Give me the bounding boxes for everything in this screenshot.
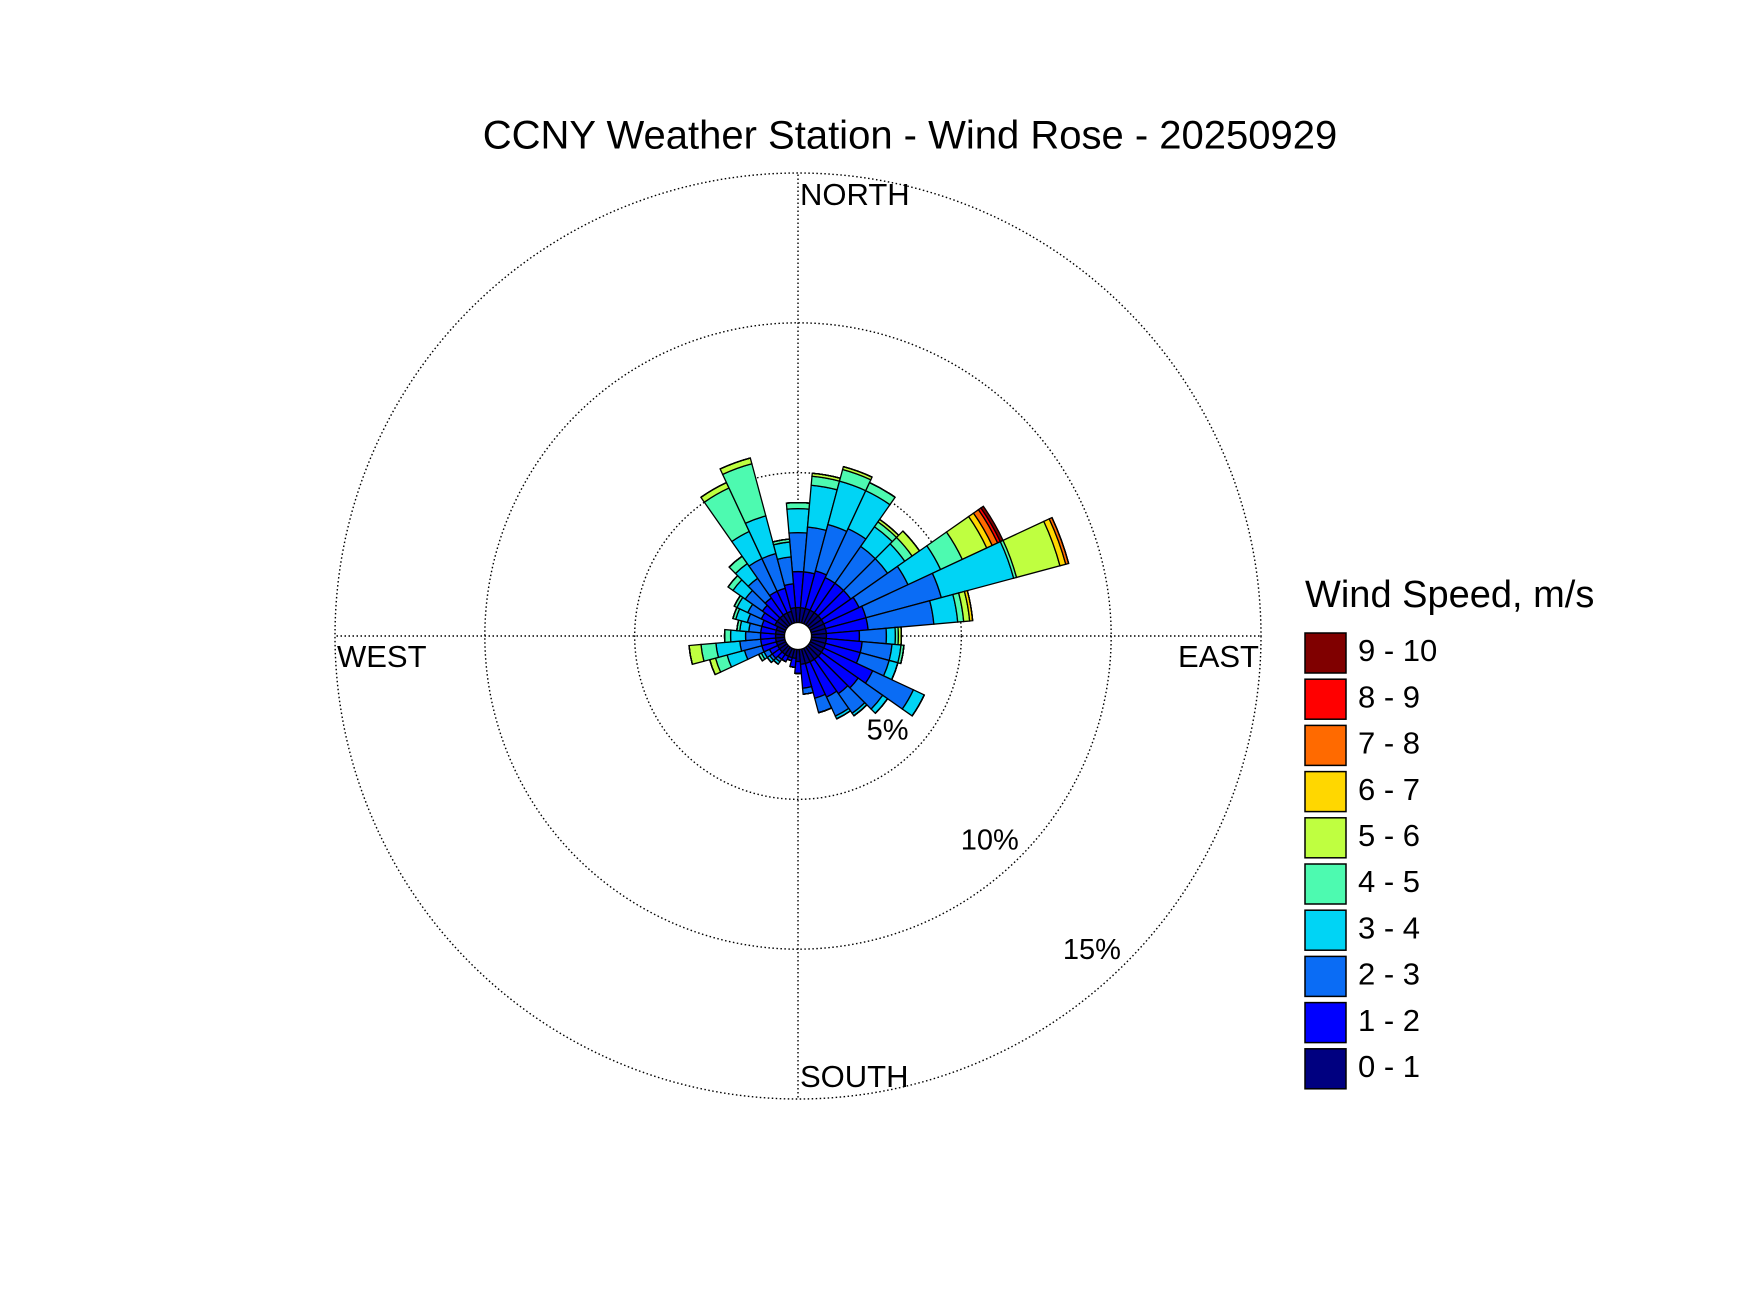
legend-swatch	[1304, 909, 1347, 951]
wedge	[843, 466, 873, 478]
chart-title: CCNY Weather Station - Wind Rose - 20250…	[483, 114, 1338, 158]
wedge	[900, 645, 905, 664]
wedges	[688, 457, 1070, 720]
legend-label: 6 - 7	[1358, 772, 1420, 807]
legend-label: 1 - 2	[1358, 1003, 1420, 1038]
legend-label: 0 - 1	[1358, 1049, 1420, 1084]
grid-ring	[633, 471, 963, 801]
legend-label: 7 - 8	[1358, 726, 1420, 761]
legend-swatch	[1304, 817, 1347, 859]
legend-label: 4 - 5	[1358, 864, 1420, 899]
legend-swatch	[1304, 770, 1347, 813]
legend-swatch	[1304, 863, 1347, 905]
wedge	[723, 628, 732, 644]
center-hole	[783, 621, 813, 651]
wedge	[885, 626, 897, 646]
r-tick-label: 15%	[1063, 934, 1121, 966]
direction-label: WEST	[337, 639, 427, 674]
direction-label: SOUTH	[800, 1059, 909, 1094]
wedge	[719, 457, 751, 470]
wedge	[786, 507, 810, 534]
direction-label: EAST	[1178, 639, 1259, 674]
wedge	[729, 629, 747, 643]
legend-swatch	[1304, 632, 1347, 674]
wedge	[785, 501, 811, 510]
legend-swatch	[1304, 955, 1347, 998]
legend-label: 2 - 3	[1358, 957, 1420, 992]
legend-label: 8 - 9	[1358, 679, 1420, 714]
labels: CCNY Weather Station - Wind Rose - 20250…	[337, 114, 1594, 1095]
wedge	[772, 538, 790, 543]
wedge	[874, 698, 889, 714]
legend-swatch	[1304, 724, 1347, 767]
legend-label: 5 - 6	[1358, 818, 1420, 853]
legend-swatch	[1304, 1048, 1347, 1090]
r-tick-label: 10%	[961, 824, 1019, 856]
grid-ring	[334, 172, 1262, 1100]
legend-swatch	[1304, 1001, 1347, 1044]
r-tick-label: 5%	[867, 715, 909, 747]
legend-label: 9 - 10	[1358, 633, 1437, 668]
wedge	[786, 501, 810, 504]
legend-swatch	[1304, 678, 1347, 720]
legend-label: 3 - 4	[1358, 910, 1420, 945]
legend: 0 - 1 1 - 2 2 - 3 3 - 4 4 - 5 5 - 6 6 - 7 7 - 8…	[1304, 632, 1437, 1090]
direction-label: NORTH	[800, 177, 910, 212]
legend-title: Wind Speed, m/s	[1305, 574, 1594, 616]
